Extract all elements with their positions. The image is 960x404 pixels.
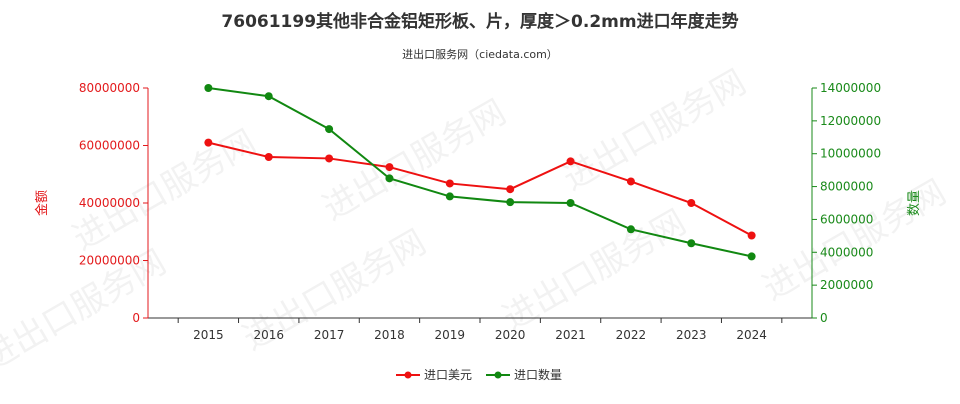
data-point-series-1 xyxy=(687,199,696,207)
left-axis-label: 金额 xyxy=(34,190,50,216)
series-line-2 xyxy=(208,87,752,258)
legend-label-1: 进口美元 xyxy=(424,368,472,382)
watermark-text: 进出口服务网 xyxy=(556,62,753,199)
data-point-series-1 xyxy=(445,179,454,188)
data-point-series-2 xyxy=(687,239,696,248)
left-tick-label: 20000000 xyxy=(79,254,140,268)
data-point-series-2 xyxy=(264,92,273,101)
data-point-series-1 xyxy=(385,163,394,172)
data-point-series-1 xyxy=(204,138,213,147)
data-point-series-2 xyxy=(204,84,213,92)
right-tick-label: 12000000 xyxy=(820,114,881,128)
right-tick-label: 14000000 xyxy=(820,81,881,95)
data-point-series-1 xyxy=(566,157,575,166)
right-tick-label: 10000000 xyxy=(820,147,881,161)
x-tick-label: 2015 xyxy=(193,328,224,342)
data-point-series-2 xyxy=(325,125,334,134)
series-line-1 xyxy=(208,141,753,237)
x-tick-label: 2024 xyxy=(736,328,767,342)
x-tick-label: 2016 xyxy=(253,328,284,342)
data-point-series-2 xyxy=(566,199,575,207)
x-tick-label: 2021 xyxy=(555,328,586,342)
data-point-series-1 xyxy=(747,231,756,240)
right-tick-label: 6000000 xyxy=(820,212,873,226)
right-tick-label: 0 xyxy=(820,311,828,325)
data-point-series-2 xyxy=(626,225,635,234)
legend-label-2: 进口数量 xyxy=(514,367,562,382)
right-tick-label: 2000000 xyxy=(820,278,873,292)
left-tick-label: 40000000 xyxy=(79,196,140,210)
chart-title: 76061199其他非合金铝矩形板、片，厚度＞0.2mm进口年度走势 xyxy=(221,11,738,32)
x-tick-label: 2023 xyxy=(676,328,707,342)
chart-subtitle: 进出口服务网（ciedata.com） xyxy=(402,47,558,61)
data-point-series-1 xyxy=(506,185,515,194)
legend-marker-1 xyxy=(404,371,412,379)
x-tick-label: 2022 xyxy=(616,328,647,342)
x-tick-label: 2019 xyxy=(435,328,466,342)
right-axis-label: 数量 xyxy=(907,190,922,216)
right-tick-label: 4000000 xyxy=(820,245,873,259)
x-tick-label: 2018 xyxy=(374,328,405,342)
series-layer xyxy=(204,84,756,261)
left-tick-label: 60000000 xyxy=(79,139,140,153)
data-point-series-1 xyxy=(264,153,273,161)
data-point-series-1 xyxy=(325,154,334,163)
x-tick-label: 2020 xyxy=(495,328,526,342)
data-point-series-2 xyxy=(445,192,454,201)
left-tick-label: 80000000 xyxy=(79,81,140,95)
axes-layer: 2015 2016 2017 2018 2019 2020 2021 2022 2023 2024… xyxy=(79,81,881,342)
x-tick-label: 2017 xyxy=(314,328,345,342)
left-tick-label: 0 xyxy=(132,311,140,325)
data-point-series-2 xyxy=(506,198,515,207)
right-tick-label: 8000000 xyxy=(820,180,873,194)
data-point-series-1 xyxy=(626,177,635,186)
legend: 进口美元 进口数量 xyxy=(396,367,562,382)
data-point-series-2 xyxy=(747,252,756,261)
data-point-series-2 xyxy=(385,174,394,183)
legend-marker-2 xyxy=(494,371,502,379)
